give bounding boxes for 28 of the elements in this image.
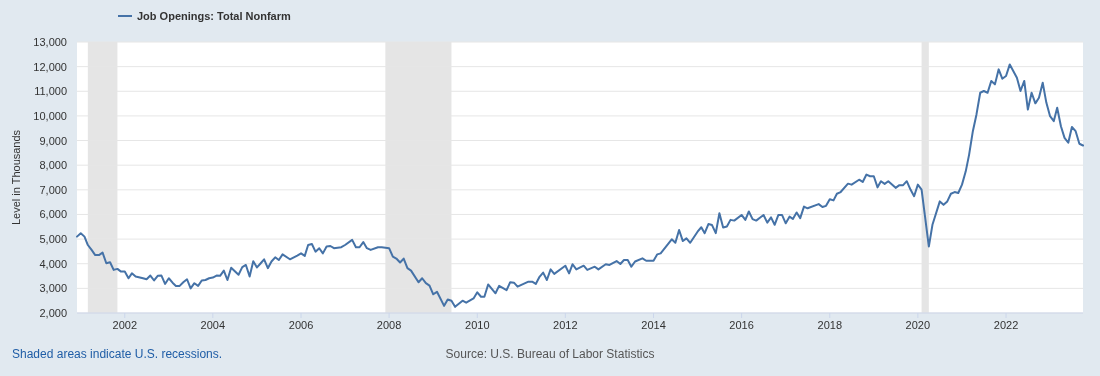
y-tick-label: 10,000 — [33, 109, 67, 122]
x-tick-label: 2012 — [553, 319, 578, 331]
y-tick-label: 6,000 — [39, 208, 67, 221]
y-tick-label: 3,000 — [39, 282, 67, 295]
x-tick-label: 2006 — [288, 319, 314, 331]
y-tick-label: 9,000 — [39, 134, 67, 147]
y-axis-title: Level in Thousands — [10, 129, 22, 226]
source-note: Source: U.S. Bureau of Labor Statistics — [445, 347, 655, 361]
y-tick-label: 8,000 — [39, 159, 67, 172]
y-tick-label: 7,000 — [39, 183, 67, 196]
x-tick-label: 2016 — [729, 319, 754, 331]
x-tick-label: 2002 — [112, 319, 138, 331]
text: Shaded areas indicate U.S. recessions. — [12, 347, 223, 361]
x-tick-label: 2014 — [641, 319, 666, 331]
y-tick-label: 11,000 — [34, 85, 67, 98]
y-tick-label: 4,000 — [39, 257, 67, 270]
line-series — [76, 63, 1084, 308]
x-tick-label: 2022 — [993, 319, 1019, 331]
y-tick-label: 5,000 — [39, 233, 67, 246]
x-tick-label: 2004 — [200, 319, 226, 331]
x-tick-label: 2010 — [465, 319, 490, 331]
y-tick-label: 12,000 — [33, 60, 67, 73]
y-tick-label: 13,000 — [33, 36, 67, 48]
x-tick-label: 2018 — [817, 319, 843, 331]
legend-label: Job Openings: Total Nonfarm — [137, 10, 292, 22]
x-tick-label: 2008 — [376, 319, 402, 331]
x-tick-label: 2020 — [905, 319, 931, 331]
y-tick-label: 2,000 — [39, 307, 67, 319]
